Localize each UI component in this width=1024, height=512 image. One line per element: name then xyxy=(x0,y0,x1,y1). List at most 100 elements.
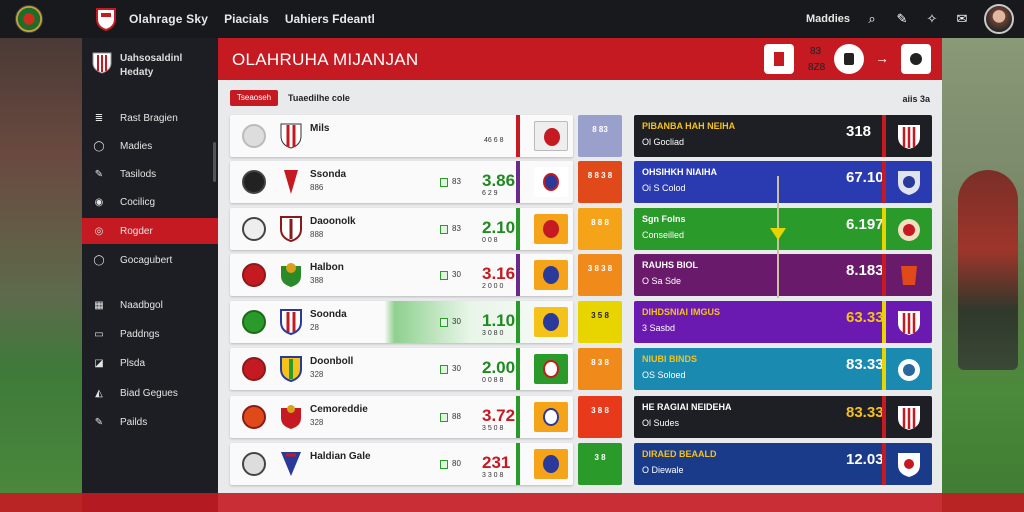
league-card[interactable]: Sgn Folns Conseilled 6.197 xyxy=(634,208,932,250)
jersey-button[interactable] xyxy=(764,44,794,74)
sidebar-item-5[interactable]: ◎ Rogder xyxy=(82,218,218,244)
filter-chip[interactable]: Tseaoseh xyxy=(230,90,278,106)
row-stripe xyxy=(516,115,520,157)
league-card[interactable]: RAUHS BIOL O Sa Sde 8.183 xyxy=(634,254,932,296)
card-title: NIUBI BINDS xyxy=(642,354,698,364)
league-card[interactable]: DIHDSNIAI IMGUS 3 Sasbd 63.33 xyxy=(634,301,932,343)
card-value: 83.33 xyxy=(846,356,884,373)
check-box[interactable] xyxy=(440,365,448,374)
row-score: 3.16 xyxy=(482,264,516,283)
odds-pill[interactable]: 8 3 8 xyxy=(578,348,622,390)
sidebar-item-4[interactable]: ◉ Cocilicg xyxy=(82,189,218,215)
row-score: 3.72 xyxy=(482,406,516,425)
check-box[interactable] xyxy=(440,178,448,187)
brand-line-2: Hedaty xyxy=(120,67,154,78)
league-card[interactable]: OHSIHKH NIAIHA Oi S Colod 67.10 xyxy=(634,161,932,203)
top-right-label[interactable]: Maddies xyxy=(805,13,850,25)
box-value: 83 xyxy=(452,177,461,186)
sidebar-item-3[interactable]: ✎ Tasilods xyxy=(82,161,218,187)
check-box[interactable] xyxy=(440,460,448,469)
check-box[interactable] xyxy=(440,225,448,234)
settings-icon[interactable]: ✧ xyxy=(926,11,938,26)
league-card[interactable]: HE RAGIAI NEIDEHA Ol Sudes 83.33 xyxy=(634,396,932,438)
window-icon: ◪ xyxy=(94,357,104,369)
league-card[interactable]: NIUBI BINDS OS Soloed 83.33 xyxy=(634,348,932,390)
grid-icon: ▦ xyxy=(94,299,104,311)
opponent-logo xyxy=(534,449,568,479)
club-shield-icon xyxy=(898,453,920,477)
odds-pill[interactable]: 8 8 8 xyxy=(578,208,622,250)
club-logo[interactable] xyxy=(15,5,43,33)
arrow-right-icon[interactable]: → xyxy=(875,50,889,66)
card-value: 8.183 xyxy=(846,262,884,279)
sidebar-item-10[interactable]: ◭ Biad Gegues xyxy=(82,380,218,406)
check-box[interactable] xyxy=(440,413,448,422)
top-bar: Olahrage Sky Piacials Uahiers Fdeantl Ma… xyxy=(0,0,1024,38)
sidebar-item-label: Biad Gegues xyxy=(120,387,178,399)
team-crest xyxy=(242,310,266,334)
team-sub: 328 xyxy=(310,370,324,379)
odds-pill[interactable]: 3 8 3 8 xyxy=(578,254,622,296)
box-value: 30 xyxy=(452,317,461,326)
search-icon[interactable]: ⌕ xyxy=(868,11,876,26)
sidebar-item-1[interactable]: ≣ Rast Bragien xyxy=(82,105,218,131)
edit-icon[interactable]: ✎ xyxy=(896,11,908,26)
sidebar-item-label: Cocilicg xyxy=(120,196,156,208)
table-row[interactable]: Mils 46 6 8 xyxy=(230,115,573,157)
players-button[interactable] xyxy=(901,44,931,74)
table-row[interactable]: Cemoreddie 328 88 3.72 3 5 0 8 xyxy=(230,396,573,438)
odds-pill[interactable]: 3 8 8 xyxy=(578,396,622,438)
avatar[interactable] xyxy=(984,4,1014,34)
odds-pill[interactable]: 3 8 xyxy=(578,443,622,485)
main-panel: OLAHRUHA MIJANJAN 83 8Z8 → Tseaoseh Tuae… xyxy=(218,38,942,512)
table-row[interactable]: Daoonolk 888 83 2.10 0 0 8 xyxy=(230,208,573,250)
league-card[interactable]: PIBANBA HAH NEIHA Ol Gocliad 318 xyxy=(634,115,932,157)
card-subtitle: O Diewale xyxy=(642,465,684,475)
table-row[interactable]: Soonda 28 30 1.10 3 0 8 0 xyxy=(230,301,573,343)
brand-line-1: Uahsosaldinl xyxy=(120,53,183,64)
team-shield-icon xyxy=(281,452,301,476)
odds-pill[interactable]: 3 5 8 xyxy=(578,301,622,343)
triangle-icon: ◭ xyxy=(95,387,103,399)
top-link-2[interactable]: Uahiers Fdeantl xyxy=(284,12,375,26)
sidebar-item-11[interactable]: ✎ Pailds xyxy=(82,409,218,435)
card-subtitle: Oi S Colod xyxy=(642,183,686,193)
sidebar-item-label: Rast Bragien xyxy=(120,112,178,124)
sidebar-item-label: Pailds xyxy=(120,416,148,428)
team-crest xyxy=(242,124,266,148)
mail-icon[interactable]: ✉ xyxy=(956,11,968,26)
table-row[interactable]: Haldian Gale 80 231 3 3 0 8 xyxy=(230,443,573,485)
team-shield-icon xyxy=(281,405,301,429)
sidebar-item-8[interactable]: ▭ Paddngs xyxy=(82,321,218,347)
row-stats: 0 0 8 8 xyxy=(482,377,504,384)
team-crest xyxy=(242,452,266,476)
odds-pill[interactable]: 8 8 3 8 xyxy=(578,161,622,203)
sidebar-item-9[interactable]: ◪ Plsda xyxy=(82,350,218,376)
team-shield-icon xyxy=(280,123,302,149)
sidebar: Uahsosaldinl Hedaty ≣ Rast Bragien ◯ Mad… xyxy=(82,38,218,512)
team-name: Ssonda xyxy=(310,169,347,180)
sidebar-item-2[interactable]: ◯ Madies xyxy=(82,133,218,159)
check-box[interactable] xyxy=(440,271,448,280)
row-score: 2.10 xyxy=(482,218,516,237)
background-left xyxy=(0,38,82,512)
card-value: 12.03 xyxy=(846,451,884,468)
card-subtitle: O Sa Sde xyxy=(642,276,682,286)
sidebar-item-6[interactable]: ◯ Gocagubert xyxy=(82,247,218,273)
main-header: OLAHRUHA MIJANJAN 83 8Z8 → xyxy=(218,38,942,80)
kit-button[interactable] xyxy=(834,44,864,74)
check-box[interactable] xyxy=(440,318,448,327)
odds-pill[interactable]: 8 83 xyxy=(578,115,622,157)
row-score: 1.10 xyxy=(482,311,516,330)
league-card[interactable]: DIRAED BEAALD O Diewale 12.03 xyxy=(634,443,932,485)
card-value: 83.33 xyxy=(846,404,884,421)
table-row[interactable]: Halbon 388 30 3.16 2 0 0 0 xyxy=(230,254,573,296)
sidebar-item-7[interactable]: ▦ Naadbgol xyxy=(82,292,218,318)
table-row[interactable]: Doonboll 328 30 2.00 0 0 8 8 xyxy=(230,348,573,390)
table-row[interactable]: Ssonda 886 83 3.86 6 2 9 xyxy=(230,161,573,203)
sidebar-brand: Uahsosaldinl Hedaty xyxy=(82,38,218,108)
sidebar-scrollbar[interactable] xyxy=(213,142,216,182)
top-link-1[interactable]: Piacials xyxy=(224,12,269,26)
row-score: 231 xyxy=(482,453,511,472)
box-value: 83 xyxy=(452,224,461,233)
